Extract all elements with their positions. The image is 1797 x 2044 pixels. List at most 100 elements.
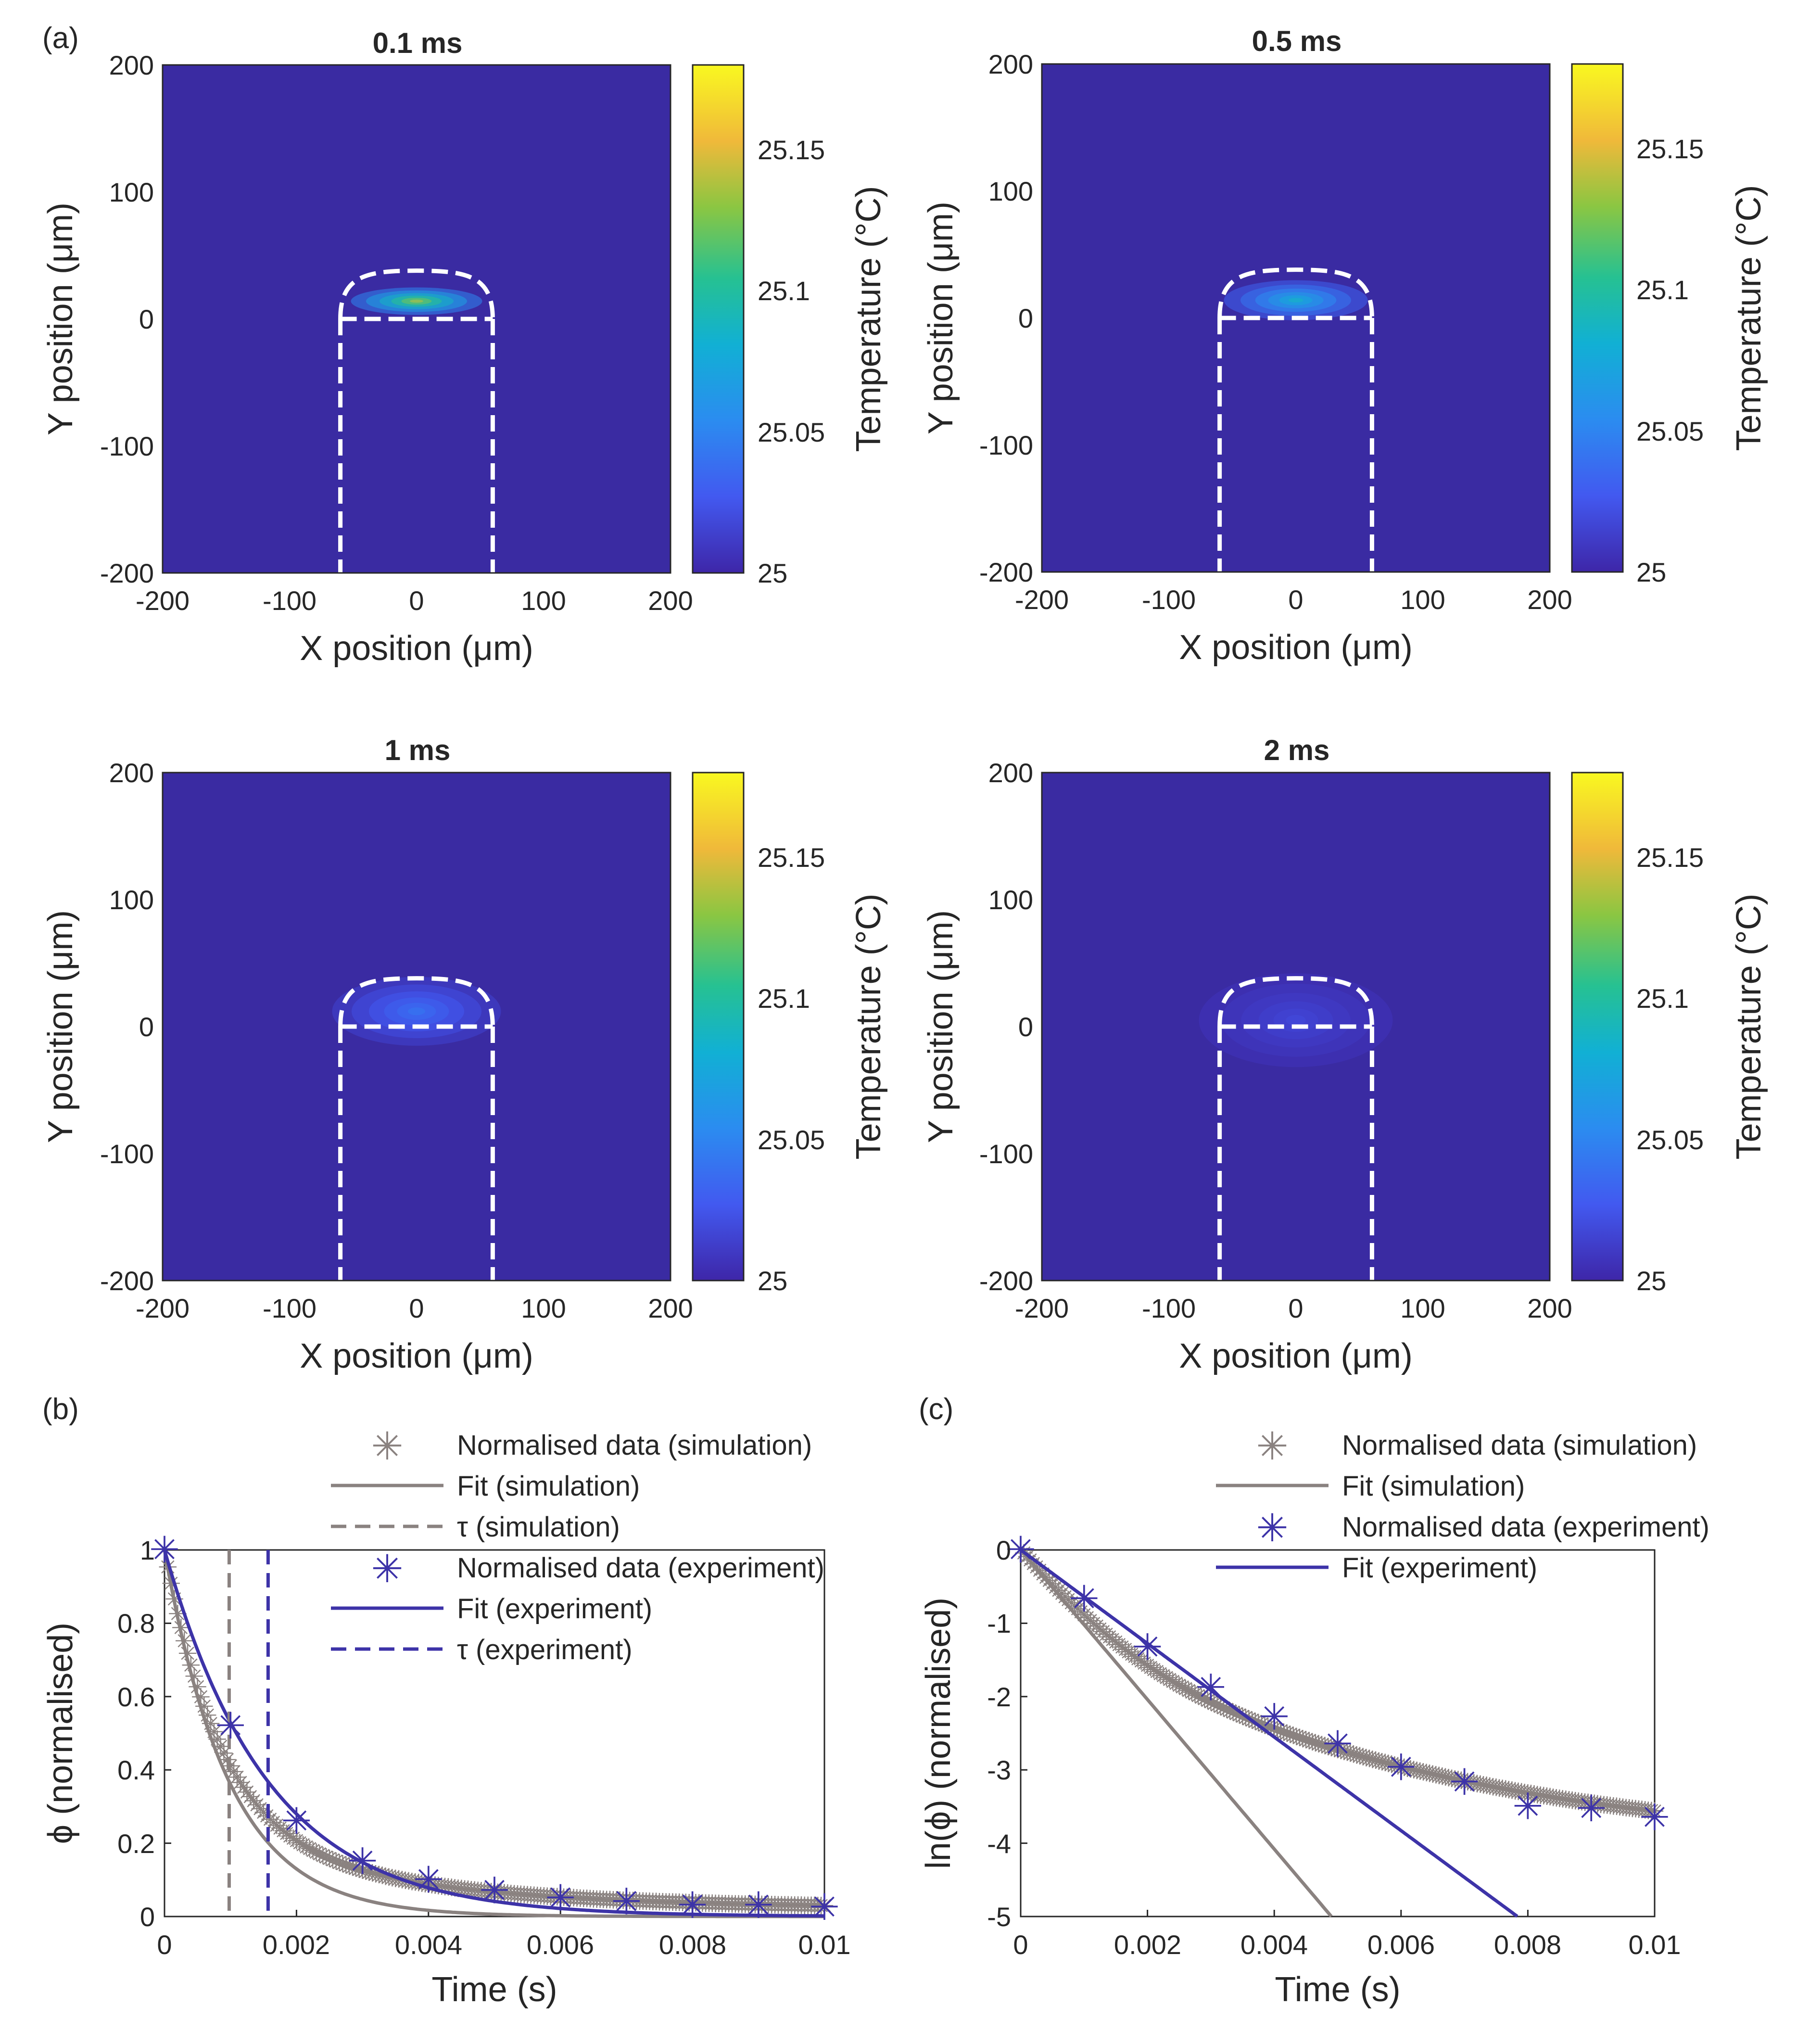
sim-data-point: ✳ <box>253 1800 274 1827</box>
sim-data-point: ✳ <box>616 1888 636 1915</box>
sim-data-point: ✳ <box>1090 1616 1110 1643</box>
sim-data-point: ✳ <box>1340 1740 1360 1767</box>
droplet-cap-edge <box>338 976 495 1027</box>
y-tick-label: -5 <box>987 1902 1011 1932</box>
sim-data-point: ✳ <box>1347 1742 1367 1769</box>
sim-data-point: ✳ <box>610 1887 630 1914</box>
sim-data-point: ✳ <box>1600 1793 1620 1820</box>
sim-data-point: ✳ <box>1331 1738 1351 1765</box>
sim-data-point: ✳ <box>1309 1731 1329 1758</box>
sim-data-point: ✳ <box>666 1889 686 1916</box>
exp-data-point: ✳ <box>1639 1797 1670 1838</box>
sim-data-point: ✳ <box>1144 1657 1164 1684</box>
sim-data-point: ✳ <box>1112 1634 1132 1661</box>
sim-data-point: ✳ <box>1087 1613 1107 1640</box>
sim-data-point: ✳ <box>319 1845 340 1872</box>
sim-data-point: ✳ <box>649 1889 670 1916</box>
sim-data-point: ✳ <box>1597 1792 1617 1819</box>
legend-label: Normalised data (simulation) <box>1342 1430 1697 1461</box>
x-tick-label: -200 <box>136 1293 190 1323</box>
decay-plot-log: ✳✳✳✳✳✳✳✳✳✳✳✳✳✳✳✳✳✳✳✳✳✳✳✳✳✳✳✳✳✳✳✳✳✳✳✳✳✳✳✳… <box>919 1425 1709 2009</box>
sim-data-point: ✳ <box>1521 1781 1541 1808</box>
sim-data-point: ✳ <box>1455 1768 1475 1795</box>
sim-data-point: ✳ <box>277 1821 297 1848</box>
y-ticks: 200 100 0 -100 -200 <box>979 49 1033 587</box>
sim-data-point: ✳ <box>596 1887 617 1914</box>
droplet-cap-edge <box>1217 267 1374 318</box>
sim-fit-line <box>1019 1549 1333 1917</box>
x-tick-label: 100 <box>1400 584 1445 615</box>
y-tick-label: -100 <box>100 1139 154 1169</box>
sim-data-point: ✳ <box>1318 1734 1338 1761</box>
sim-data-point: ✳ <box>313 1842 333 1869</box>
sim-data-point: ✳ <box>1147 1659 1167 1686</box>
sim-data-point: ✳ <box>1150 1661 1170 1688</box>
sim-data-point: ✳ <box>1502 1777 1522 1804</box>
sim-data-point: ✳ <box>1274 1719 1294 1746</box>
sim-data-point: ✳ <box>646 1889 666 1916</box>
sim-data-point: ✳ <box>1477 1773 1497 1800</box>
sim-data-point: ✳ <box>1125 1644 1145 1671</box>
sim-data-point: ✳ <box>1391 1754 1411 1781</box>
sim-data-point: ✳ <box>1134 1650 1154 1677</box>
sim-data-point: ✳ <box>1546 1785 1567 1812</box>
sim-data-point: ✳ <box>1138 1652 1158 1679</box>
colorbar-tick-label: 25.1 <box>1636 983 1689 1014</box>
sim-data-point: ✳ <box>1493 1776 1513 1803</box>
sim-data-point: ✳ <box>1578 1790 1598 1816</box>
x-ticks: 0 0.002 0.004 0.006 0.008 0.01 <box>1013 1930 1681 1960</box>
x-ticks: 0 0.002 0.004 0.006 0.008 0.01 <box>157 1930 850 1960</box>
exp-data-point: ✳ <box>215 1706 246 1747</box>
y-tick-label: -100 <box>100 431 154 461</box>
colorbar <box>1571 63 1624 573</box>
sim-data-point: ✳ <box>696 1890 716 1917</box>
sim-data-point: ✳ <box>1616 1795 1636 1822</box>
legend-marker-sim-data: ✳ <box>1256 1425 1288 1468</box>
x-tick-label: -100 <box>1142 584 1196 615</box>
sim-data-point: ✳ <box>1571 1789 1592 1815</box>
x-tick-label: 200 <box>1527 584 1572 615</box>
x-tick-label: 0 <box>1288 1293 1303 1323</box>
colorbar-ticks: 25 25.05 25.1 25.15 <box>758 135 825 588</box>
sim-data-point: ✳ <box>1457 1769 1478 1796</box>
sim-data-point: ✳ <box>1290 1725 1310 1752</box>
sim-data-point: ✳ <box>570 1885 590 1912</box>
sim-data-point: ✳ <box>1160 1667 1180 1694</box>
colorbar-ticks: 25 25.05 25.1 25.15 <box>758 842 825 1296</box>
colorbar-tick-label: 25 <box>758 558 787 588</box>
y-tick-label: -100 <box>979 1139 1033 1169</box>
sim-data-point: ✳ <box>573 1885 594 1912</box>
y-ticks: 200 100 0 -100 -200 <box>100 758 154 1296</box>
y-tick-label: 0.6 <box>117 1682 155 1712</box>
y-tick-label: 0.8 <box>117 1608 155 1638</box>
sim-data-point: ✳ <box>577 1886 597 1913</box>
sim-data-point: ✳ <box>1610 1794 1630 1821</box>
sim-data-point: ✳ <box>1622 1795 1643 1822</box>
x-tick-label: -100 <box>263 1293 316 1323</box>
x-tick-label: 0.006 <box>527 1930 594 1960</box>
sim-data-point: ✳ <box>1543 1784 1563 1811</box>
colorbar-tick-label: 25.1 <box>758 983 810 1014</box>
sim-data-point: ✳ <box>1495 1776 1516 1803</box>
x-tick-label: 0.008 <box>659 1930 726 1960</box>
legend-label: τ (simulation) <box>457 1511 620 1543</box>
sim-data-point: ✳ <box>1178 1677 1199 1704</box>
decay-plot-linear: ✳✳✳✳✳✳✳✳✳✳✳✳✳✳✳✳✳✳✳✳✳✳✳✳✳✳✳✳✳✳✳✳✳✳✳✳✳✳✳✳… <box>41 1425 851 2009</box>
exp-data-point: ✳ <box>347 1841 378 1882</box>
sim-data-point: ✳ <box>623 1888 643 1915</box>
x-tick-label: -100 <box>1142 1293 1196 1323</box>
exp-fit-line <box>163 1549 824 1918</box>
legend-label: τ (experiment) <box>457 1634 633 1665</box>
sim-data-point: ✳ <box>1328 1737 1348 1764</box>
sim-data-point: ✳ <box>567 1885 587 1912</box>
sim-data-point: ✳ <box>1569 1788 1589 1815</box>
x-tick-label: 200 <box>1527 1293 1572 1323</box>
sim-data-point: ✳ <box>1533 1783 1554 1810</box>
hotspot-layer <box>410 299 423 303</box>
sim-data-point: ✳ <box>1515 1779 1535 1806</box>
x-axis-label: X position (μm) <box>300 629 533 668</box>
sim-data-point: ✳ <box>1486 1775 1506 1802</box>
hotspot-group <box>1199 973 1393 1067</box>
plot-frame <box>1020 1549 1656 1917</box>
droplet-cap-edge <box>1217 976 1374 1027</box>
